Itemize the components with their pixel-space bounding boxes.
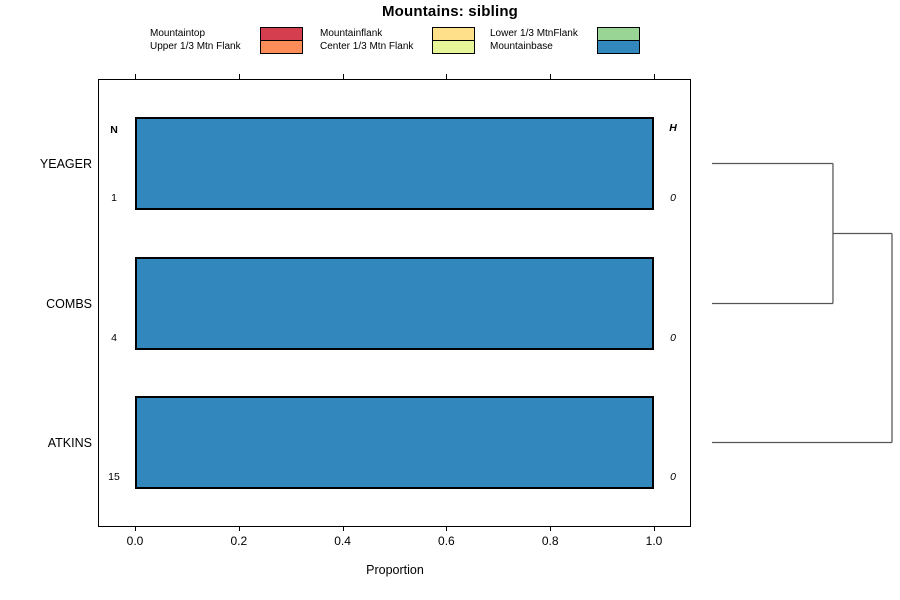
legend-swatch xyxy=(597,27,640,41)
chart-title: Mountains: sibling xyxy=(381,3,519,20)
x-axis-tick-top xyxy=(654,74,655,79)
proportion-bar xyxy=(135,117,654,210)
legend-swatch-stack xyxy=(260,27,303,54)
legend-label: Lower 1/3 MtnFlank xyxy=(490,28,578,39)
legend-label: Mountainbase xyxy=(490,41,553,52)
x-axis-tick-top xyxy=(238,74,240,79)
x-axis-tick-bottom xyxy=(550,526,552,531)
legend-label: Center 1/3 Mtn Flank xyxy=(320,41,414,52)
n-column-header: N xyxy=(110,124,118,136)
category-label: YEAGER xyxy=(39,156,92,171)
category-label: COMBS xyxy=(46,296,92,311)
x-axis-tick-top xyxy=(135,74,136,79)
legend-swatch xyxy=(432,27,475,41)
x-axis-tick-top xyxy=(342,74,344,79)
x-axis-tick-label: 0.0 xyxy=(126,534,144,548)
x-axis-tick-label: 0.6 xyxy=(438,534,455,548)
legend-label: Mountainflank xyxy=(320,28,383,39)
category-label: ATKINS xyxy=(47,435,92,450)
legend-swatch xyxy=(432,40,475,54)
proportion-bar xyxy=(135,396,654,489)
legend-label: Mountaintop xyxy=(150,28,206,39)
h-column-header: H xyxy=(669,122,677,134)
legend-swatch-stack xyxy=(432,27,475,54)
x-axis-tick-top xyxy=(550,74,552,79)
legend-label-group: Mountainflank Center 1/3 Mtn Flank xyxy=(320,27,413,53)
legend-label: Upper 1/3 Mtn Flank xyxy=(150,41,241,52)
legend-swatch xyxy=(597,40,640,54)
plot-area-border xyxy=(98,79,691,527)
x-axis-tick-label: 1.0 xyxy=(645,534,663,548)
legend-label-group: Mountaintop Upper 1/3 Mtn Flank xyxy=(150,27,241,53)
x-axis-tick-label: 0.8 xyxy=(541,534,559,548)
n-value: 1 xyxy=(111,192,117,204)
x-axis-tick-top xyxy=(446,74,448,79)
legend-swatch xyxy=(260,40,303,54)
x-axis-tick-label: 0.2 xyxy=(230,534,248,548)
legend-swatch xyxy=(260,27,303,41)
h-value: 0 xyxy=(670,471,676,483)
h-value: 0 xyxy=(670,332,676,344)
proportion-bar xyxy=(135,257,654,350)
x-axis-tick-label: 0.4 xyxy=(334,534,351,548)
x-axis-tick-bottom xyxy=(135,526,136,531)
x-axis-tick-bottom xyxy=(342,526,344,531)
n-value: 15 xyxy=(108,471,120,483)
bar-segment xyxy=(137,119,652,208)
legend-swatch-stack xyxy=(597,27,640,54)
x-axis-label: Proportion xyxy=(366,563,424,577)
bar-segment xyxy=(137,398,652,487)
bar-segment xyxy=(137,259,652,348)
x-axis-tick-bottom xyxy=(654,526,655,531)
x-axis-tick-bottom xyxy=(446,526,448,531)
legend-label-group: Lower 1/3 MtnFlank Mountainbase xyxy=(490,27,578,53)
x-axis-tick-bottom xyxy=(238,526,240,531)
n-value: 4 xyxy=(111,332,117,344)
h-value: 0 xyxy=(670,192,676,204)
